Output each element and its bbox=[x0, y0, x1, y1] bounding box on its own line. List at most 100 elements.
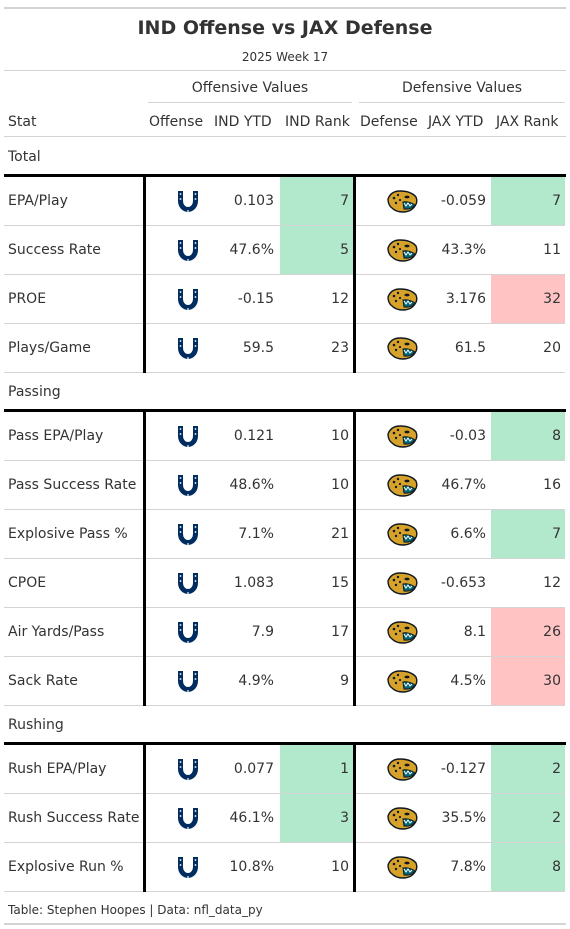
rank-highlight bbox=[491, 412, 565, 460]
spanner-offensive-underline bbox=[148, 102, 352, 103]
row-divider bbox=[4, 607, 565, 608]
ind-rank-value: 10 bbox=[331, 477, 349, 493]
row-divider bbox=[4, 323, 565, 324]
row-divider bbox=[4, 558, 565, 559]
ind-ytd-value: 0.121 bbox=[233, 428, 274, 444]
table-row: Explosive Run % 10.8% 10 7.8% 8 bbox=[4, 843, 565, 892]
jax-ytd-value: 8.1 bbox=[463, 624, 486, 640]
table-row: Plays/Game 59.5 23 61.5 20 bbox=[4, 324, 565, 373]
ind-ytd-value: 7.1% bbox=[238, 526, 274, 542]
rank-highlight bbox=[491, 745, 565, 793]
rank-highlight bbox=[491, 608, 565, 656]
column-header-ind-ytd: IND YTD bbox=[214, 114, 272, 130]
jaguars-head-logo-icon bbox=[385, 422, 419, 452]
table-row: CPOE 1.083 15 -0.653 12 bbox=[4, 559, 565, 608]
jax-ytd-value: 35.5% bbox=[441, 810, 486, 826]
jaguars-head-logo-icon bbox=[385, 520, 419, 550]
jax-ytd-value: -0.03 bbox=[449, 428, 486, 444]
ind-ytd-value: -0.15 bbox=[237, 291, 274, 307]
table-row: Pass Success Rate 48.6% 10 46.7% 16 bbox=[4, 461, 565, 510]
jax-rank-value: 26 bbox=[543, 624, 561, 640]
ind-ytd-value: 4.9% bbox=[238, 673, 274, 689]
jax-rank-value: 16 bbox=[543, 477, 561, 493]
stat-name: Rush Success Rate bbox=[8, 810, 140, 826]
jaguars-head-logo-icon bbox=[385, 804, 419, 834]
group-top-rule bbox=[4, 174, 566, 177]
jax-rank-value: 7 bbox=[552, 193, 561, 209]
row-divider bbox=[4, 793, 565, 794]
colts-horseshoe-logo-icon bbox=[173, 422, 203, 452]
rank-highlight bbox=[280, 177, 353, 225]
column-header-ind-rank: IND Rank bbox=[285, 114, 350, 130]
ind-rank-value: 10 bbox=[331, 428, 349, 444]
ind-ytd-value: 0.077 bbox=[233, 761, 274, 777]
jaguars-head-logo-icon bbox=[385, 285, 419, 315]
table-row: Success Rate 47.6% 5 43.3% 11 bbox=[4, 226, 565, 275]
colts-horseshoe-logo-icon bbox=[173, 285, 203, 315]
table-row: PROE -0.15 12 3.176 32 bbox=[4, 275, 565, 324]
rank-highlight bbox=[280, 745, 353, 793]
row-group-label-rushing: Rushing bbox=[8, 717, 64, 733]
row-group-label-passing: Passing bbox=[8, 384, 61, 400]
ind-ytd-value: 7.9 bbox=[251, 624, 274, 640]
jaguars-head-logo-icon bbox=[385, 618, 419, 648]
jax-rank-value: 11 bbox=[543, 242, 561, 258]
ind-ytd-value: 47.6% bbox=[229, 242, 274, 258]
row-divider bbox=[4, 842, 565, 843]
row-divider bbox=[4, 274, 565, 275]
jaguars-head-logo-icon bbox=[385, 187, 419, 217]
stat-name: CPOE bbox=[8, 575, 47, 591]
column-header-defense: Defense bbox=[360, 114, 418, 130]
row-divider bbox=[4, 372, 565, 373]
ind-ytd-value: 46.1% bbox=[229, 810, 274, 826]
ind-rank-value: 5 bbox=[340, 242, 349, 258]
jax-ytd-value: 3.176 bbox=[445, 291, 486, 307]
jax-rank-value: 8 bbox=[552, 428, 561, 444]
colts-horseshoe-logo-icon bbox=[173, 471, 203, 501]
colts-horseshoe-logo-icon bbox=[173, 755, 203, 785]
row-divider bbox=[4, 509, 565, 510]
rank-highlight bbox=[491, 794, 565, 842]
offense-column-border bbox=[143, 177, 146, 373]
ind-ytd-value: 48.6% bbox=[229, 477, 274, 493]
defense-column-border bbox=[353, 745, 356, 892]
jax-rank-value: 2 bbox=[552, 761, 561, 777]
ind-rank-value: 21 bbox=[331, 526, 349, 542]
rank-highlight bbox=[280, 226, 353, 274]
rank-highlight bbox=[491, 843, 565, 891]
table-row: Rush EPA/Play 0.077 1 -0.127 2 bbox=[4, 745, 565, 794]
spanner-defensive-values: Defensive Values bbox=[401, 80, 523, 96]
ind-rank-value: 12 bbox=[331, 291, 349, 307]
jax-rank-value: 32 bbox=[543, 291, 561, 307]
jaguars-head-logo-icon bbox=[385, 471, 419, 501]
column-header-offense: Offense bbox=[149, 114, 204, 130]
table-row: Rush Success Rate 46.1% 3 35.5% 2 bbox=[4, 794, 565, 843]
table-row: EPA/Play 0.103 7 -0.059 7 bbox=[4, 177, 565, 226]
offense-column-border bbox=[143, 412, 146, 706]
defense-column-border bbox=[353, 412, 356, 706]
rank-highlight bbox=[491, 657, 565, 705]
row-divider bbox=[4, 656, 565, 657]
colts-horseshoe-logo-icon bbox=[173, 334, 203, 364]
stat-name: Pass Success Rate bbox=[8, 477, 137, 493]
rank-highlight bbox=[491, 510, 565, 558]
spanner-offensive-values: Offensive Values bbox=[191, 80, 309, 96]
stat-name: Explosive Pass % bbox=[8, 526, 128, 542]
table-source-note: Table: Stephen Hoopes | Data: nfl_data_p… bbox=[8, 903, 263, 917]
ind-rank-value: 1 bbox=[340, 761, 349, 777]
spanner-defensive-underline bbox=[359, 102, 565, 103]
jaguars-head-logo-icon bbox=[385, 236, 419, 266]
table-subtitle: 2025 Week 17 bbox=[241, 50, 329, 64]
stat-name: Rush EPA/Play bbox=[8, 761, 107, 777]
stat-name: Pass EPA/Play bbox=[8, 428, 104, 444]
stat-name: Success Rate bbox=[8, 242, 101, 258]
jax-ytd-value: -0.059 bbox=[440, 193, 486, 209]
ind-rank-value: 7 bbox=[340, 193, 349, 209]
table-row: Air Yards/Pass 7.9 17 8.1 26 bbox=[4, 608, 565, 657]
jax-rank-value: 7 bbox=[552, 526, 561, 542]
group-top-rule bbox=[4, 409, 566, 412]
top-rule bbox=[4, 7, 566, 9]
ind-rank-value: 15 bbox=[331, 575, 349, 591]
jax-ytd-value: 43.3% bbox=[441, 242, 486, 258]
